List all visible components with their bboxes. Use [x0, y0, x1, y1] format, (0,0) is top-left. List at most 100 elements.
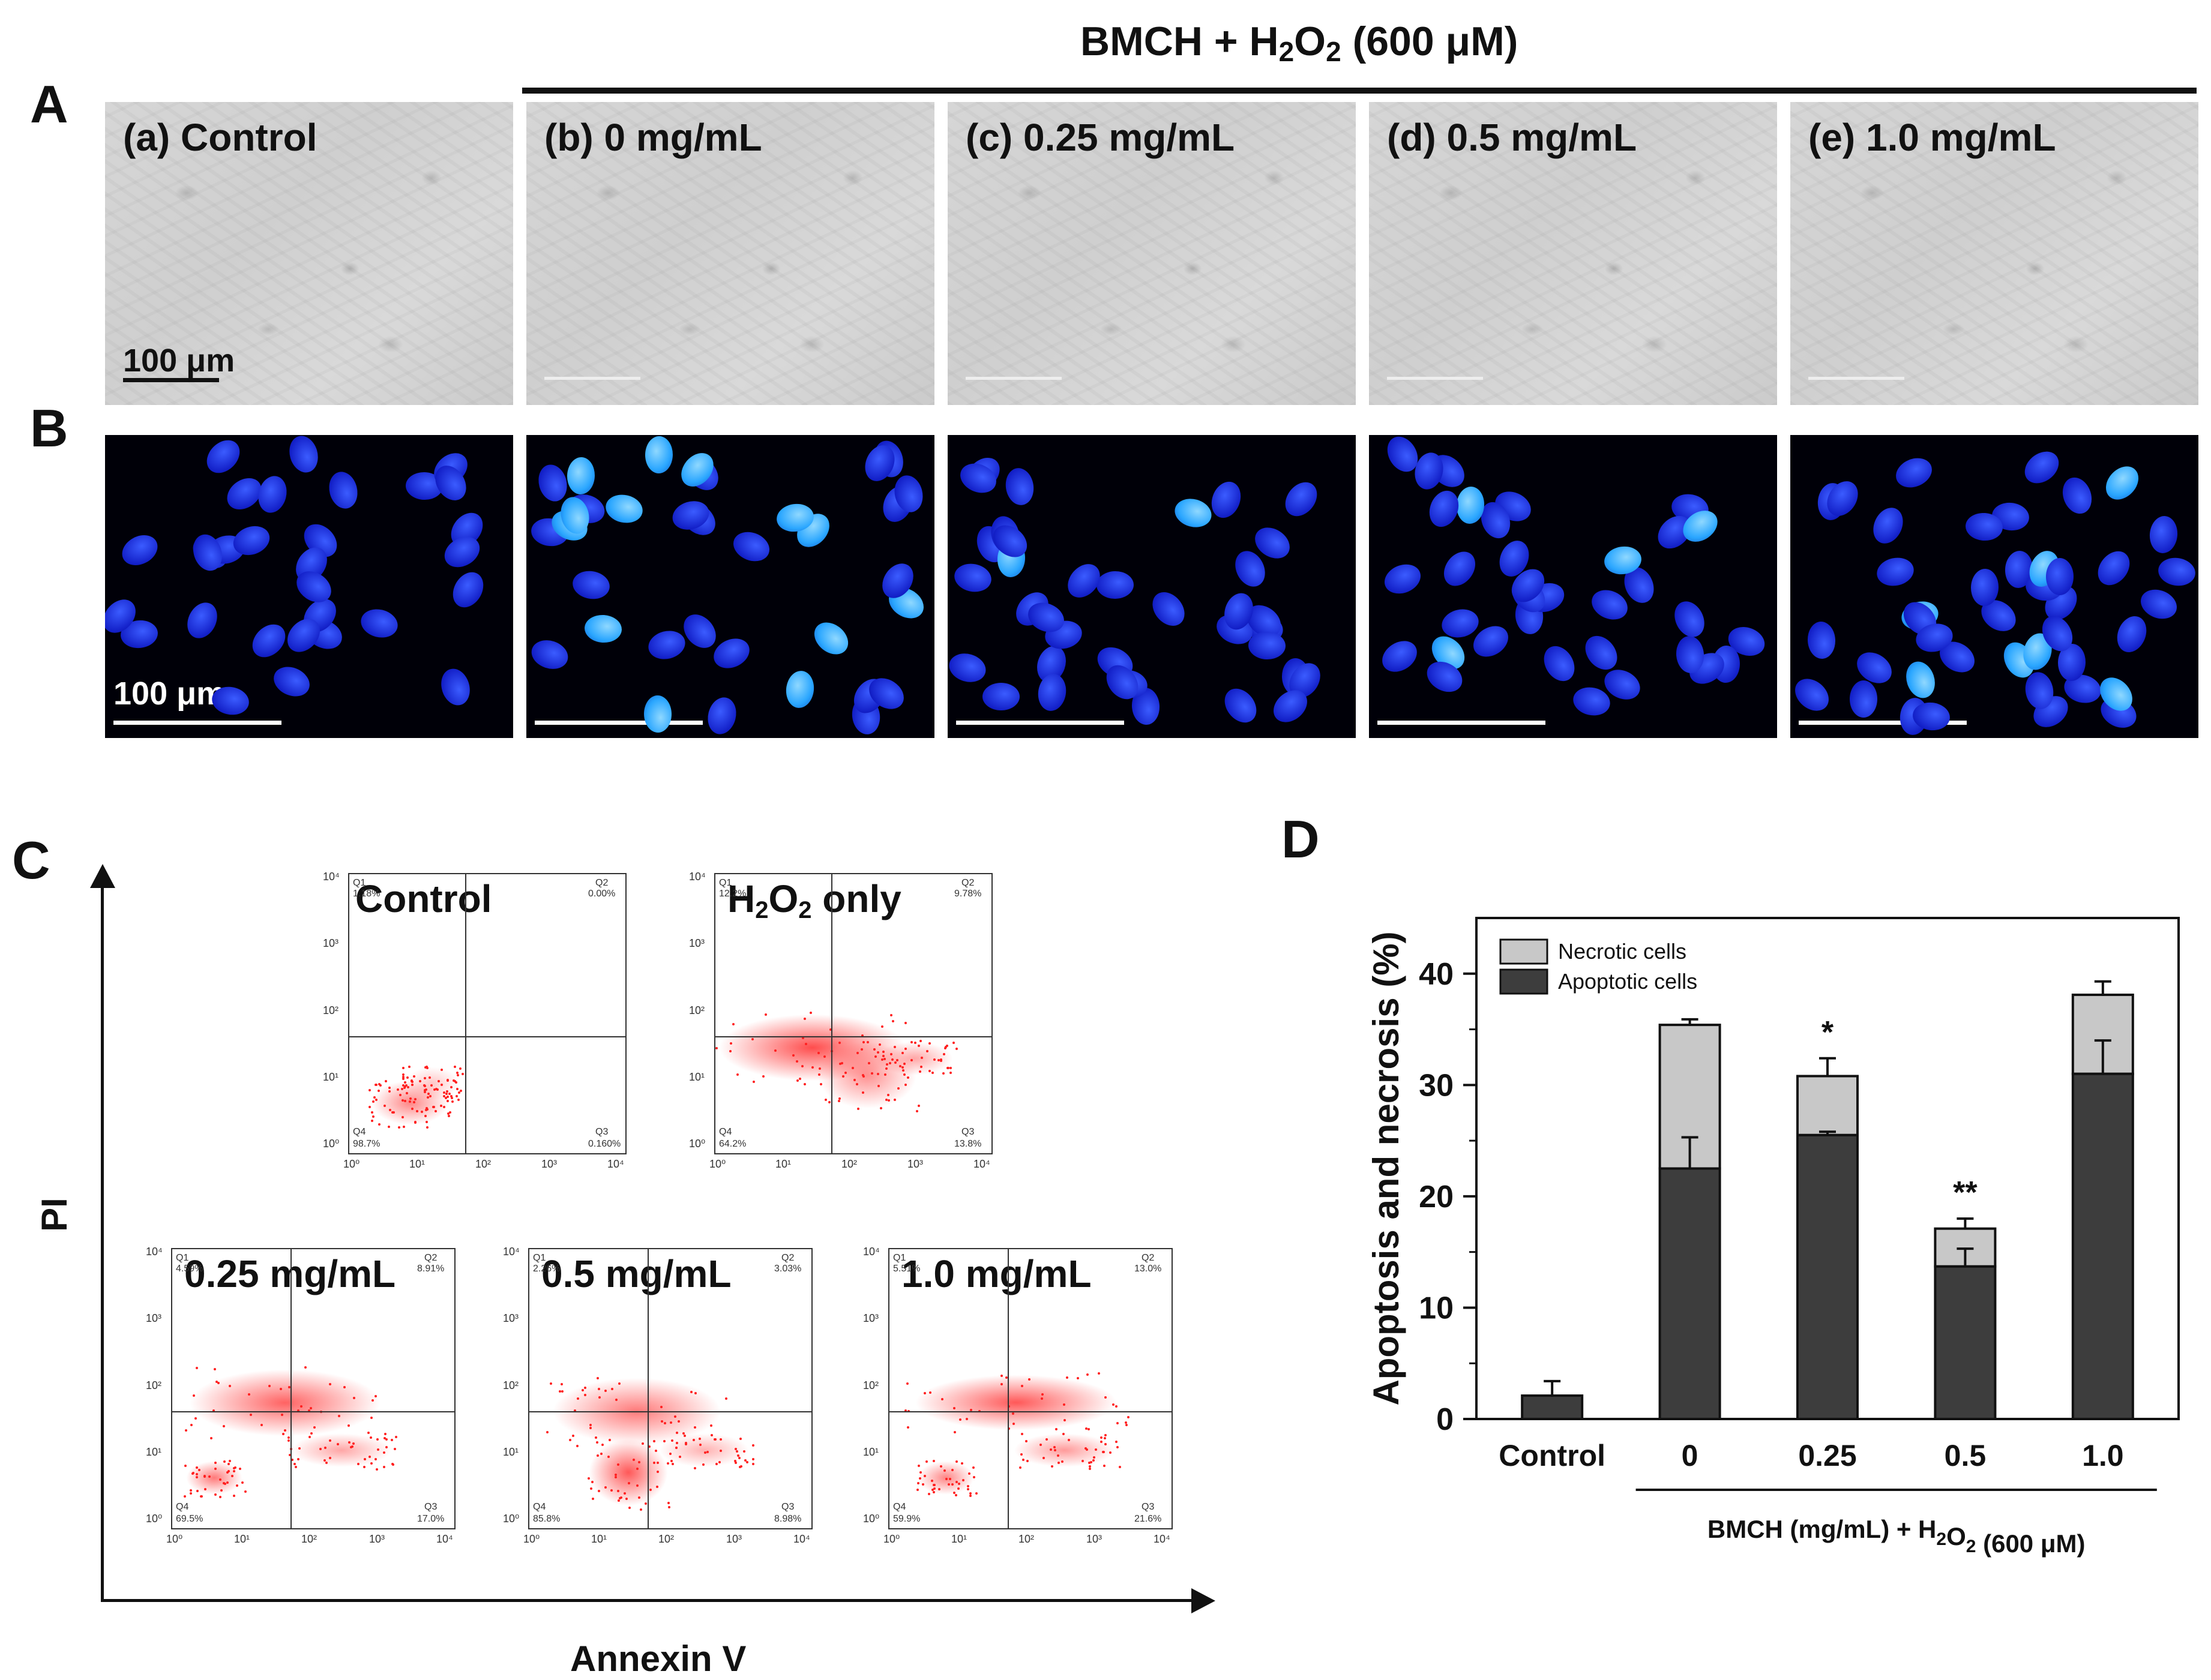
event-dot: [618, 1499, 620, 1502]
flow-plot-title: 1.0 mg/mL: [901, 1252, 1092, 1295]
y-tick-label: 10³: [689, 937, 705, 949]
flow-plot-title: 0.25 mg/mL: [184, 1252, 396, 1295]
quadrant-q1v: 1.18%: [353, 889, 381, 899]
annexin-axis-label: Annexin V: [570, 1639, 747, 1679]
x-tick-label: 10³: [907, 1158, 924, 1170]
event-dot: [636, 1484, 639, 1487]
event-dot: [914, 1042, 916, 1044]
event-dot: [737, 1454, 739, 1457]
event-dot: [611, 1388, 613, 1390]
event-dot: [589, 1427, 592, 1429]
group-label-part: (600 μM): [1976, 1529, 2085, 1558]
y-tick-label: 10⁴: [689, 871, 706, 883]
event-dot: [375, 1458, 377, 1460]
event-dot: [883, 1058, 886, 1060]
event-dot: [907, 1426, 909, 1429]
event-dot: [938, 1488, 940, 1490]
event-dot: [922, 1483, 924, 1486]
nucleus: [534, 461, 571, 505]
event-dot: [904, 1084, 907, 1086]
event-dot: [436, 1088, 439, 1091]
scale-bar-label: 100 μm: [123, 343, 235, 379]
nucleus: [948, 649, 990, 686]
quadrant-q4v: 64.2%: [719, 1139, 747, 1149]
event-dot: [347, 1424, 350, 1427]
event-dot: [324, 1447, 326, 1449]
treatment-header: BMCH + H2O2 (600 μM): [1080, 18, 1518, 68]
event-dot: [882, 1055, 885, 1057]
event-dot: [287, 1439, 290, 1442]
event-dot: [910, 1041, 913, 1043]
nucleus: [1424, 486, 1464, 532]
event-dot: [1100, 1436, 1102, 1439]
event-dot: [325, 1462, 328, 1464]
event-dot: [607, 1456, 610, 1458]
event-dot: [368, 1089, 371, 1091]
event-dot: [391, 1463, 394, 1465]
event-dot: [967, 1488, 969, 1490]
event-dot: [825, 1099, 827, 1101]
event-dot: [897, 1087, 900, 1090]
image-label: (e) 1.0 mg/mL: [1808, 116, 2056, 159]
event-dot: [884, 1073, 886, 1076]
event-dot: [762, 1075, 765, 1078]
y-tick-label: 10¹: [323, 1071, 339, 1083]
event-dot: [223, 1482, 225, 1484]
event-dot: [693, 1439, 695, 1441]
event-dot: [735, 1448, 737, 1450]
event-dot: [372, 1115, 375, 1118]
event-dot: [969, 1492, 972, 1495]
event-dot: [393, 1111, 395, 1114]
quadrant-gate-vertical: [465, 874, 466, 1153]
event-dot: [383, 1451, 385, 1454]
event-dot: [368, 1456, 371, 1458]
y-tick-label: 10¹: [863, 1446, 879, 1458]
event-dot: [669, 1453, 672, 1455]
event-dot: [384, 1105, 386, 1107]
event-dot: [214, 1462, 217, 1464]
event-dot: [962, 1479, 964, 1481]
event-dot: [378, 1123, 381, 1126]
event-dot: [921, 1057, 923, 1059]
event-dot: [1063, 1403, 1065, 1406]
event-dot: [411, 1080, 413, 1082]
event-dot: [427, 1093, 430, 1095]
event-dot: [426, 1108, 429, 1111]
pi-axis-line: [101, 882, 104, 1602]
event-dot: [1087, 1428, 1090, 1430]
nucleus: [447, 566, 490, 613]
event-dot: [1022, 1459, 1024, 1461]
nucleus: [200, 435, 247, 480]
event-dot: [280, 1388, 282, 1390]
nucleus: [729, 527, 774, 566]
event-dot: [871, 1072, 873, 1075]
event-dot: [955, 1481, 958, 1483]
event-dot: [942, 1072, 945, 1075]
event-dot: [411, 1084, 414, 1086]
quadrant-q2: Q2: [1142, 1253, 1155, 1263]
event-dot: [319, 1448, 322, 1450]
event-dot: [215, 1381, 218, 1383]
quadrant-q2: Q2: [961, 878, 975, 888]
event-dot: [220, 1489, 223, 1492]
event-dot: [958, 1483, 960, 1485]
quadrant-q3: Q3: [781, 1502, 795, 1512]
event-dot: [370, 1436, 372, 1439]
event-dot: [297, 1409, 299, 1412]
event-dot: [856, 1083, 858, 1085]
y-tick-label: 20: [1419, 1180, 1454, 1214]
event-dot: [899, 1065, 901, 1067]
y-tick-label: 10¹: [503, 1446, 519, 1458]
event-dot: [891, 1058, 894, 1061]
event-dot: [441, 1069, 443, 1071]
event-dot: [704, 1451, 706, 1454]
event-dot: [801, 1065, 804, 1067]
quadrant-q1v: 12.2%: [719, 889, 747, 899]
event-dot: [774, 1049, 777, 1052]
event-dot: [1039, 1444, 1042, 1446]
event-dot: [185, 1429, 187, 1432]
event-dot: [214, 1468, 217, 1470]
event-dot: [440, 1105, 442, 1107]
event-dot: [929, 1391, 931, 1394]
y-axis-label: Apoptosis and necrosis (%): [1366, 931, 1406, 1405]
